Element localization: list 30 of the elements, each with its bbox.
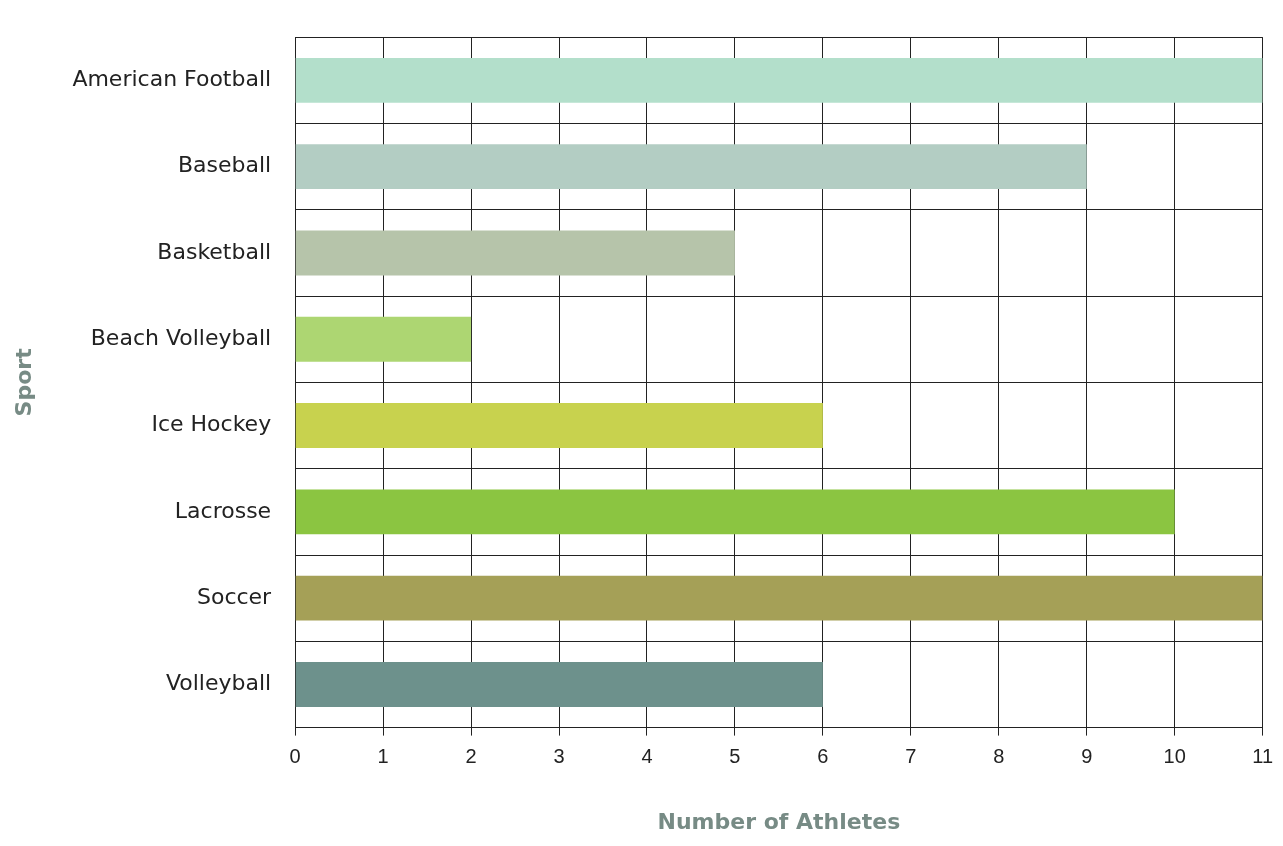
bar	[295, 144, 1087, 190]
x-tick-label: 5	[729, 745, 741, 768]
x-tick-label: 9	[1081, 745, 1093, 768]
y-tick-label: Volleyball	[165, 670, 272, 696]
y-tick-label: Soccer	[196, 583, 273, 609]
x-tick-label: 10	[1163, 745, 1186, 768]
bar	[295, 316, 472, 362]
x-tick-label: 0	[289, 745, 301, 768]
x-tick-label: 8	[993, 745, 1005, 768]
x-tick-label: 1	[377, 745, 389, 768]
bar	[295, 575, 1263, 621]
x-tick-label: 7	[905, 745, 917, 768]
y-axis-title: Sport	[10, 347, 36, 417]
bar	[295, 662, 823, 707]
y-tick-label: Basketball	[157, 238, 272, 264]
y-tick-label: American Football	[72, 66, 272, 92]
x-axis-title: Number of Athletes	[657, 808, 901, 834]
x-tick-label: 2	[465, 745, 477, 768]
y-tick-label: Ice Hockey	[151, 411, 272, 437]
y-tick-label: Baseball	[177, 152, 272, 178]
bar	[295, 57, 1263, 103]
x-tick-label: 6	[817, 745, 829, 768]
y-tick-label: Beach Volleyball	[90, 324, 272, 350]
x-tick-label: 11	[1252, 745, 1273, 768]
x-tick-label: 3	[553, 745, 565, 768]
bar	[295, 489, 1175, 535]
bar	[295, 403, 823, 448]
y-tick-label: Lacrosse	[174, 497, 272, 523]
bar	[295, 230, 735, 276]
x-tick-label: 4	[641, 745, 653, 768]
